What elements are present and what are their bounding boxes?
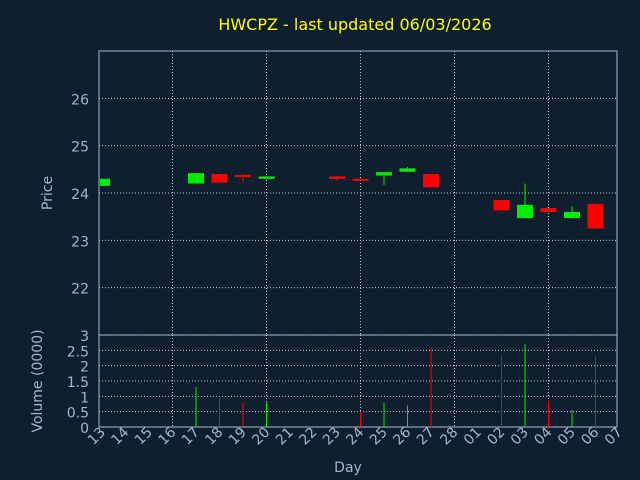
x-tick-label: 28 xyxy=(437,425,461,449)
candle xyxy=(564,206,580,219)
candle xyxy=(517,183,533,219)
x-tick-label: 04 xyxy=(531,424,555,448)
price-axis-label: Price xyxy=(40,176,56,210)
x-tick-label: 26 xyxy=(390,424,414,448)
x-tick-label: 14 xyxy=(108,424,132,448)
candle xyxy=(211,174,228,183)
volume-tick-labels: 00.511.522.53 xyxy=(67,329,89,437)
volume-tick-label: 0.5 xyxy=(67,406,89,422)
candle xyxy=(493,200,510,211)
candle-body xyxy=(517,204,533,219)
volume-tick-label: 3 xyxy=(80,329,89,345)
price-tick-labels: 22 23 24 25 26 xyxy=(71,92,89,297)
price-tick-label: 22 xyxy=(71,282,89,298)
candlestick-series xyxy=(100,166,604,229)
x-tick-label: 24 xyxy=(343,424,367,448)
candle-body xyxy=(100,178,110,186)
candle-body xyxy=(423,174,439,188)
chart-title: HWCPZ - last updated 06/03/2026 xyxy=(218,15,491,34)
candle-body xyxy=(188,173,204,184)
x-tick-label: 25 xyxy=(367,425,391,449)
volume-tick-label: 1 xyxy=(80,390,89,406)
candle xyxy=(423,174,439,188)
x-tick-label: 22 xyxy=(296,425,320,449)
volume-grid xyxy=(99,334,617,428)
x-tick-label: 15 xyxy=(132,425,156,449)
volume-tick-label: 0 xyxy=(80,421,89,437)
volume-tick-label: 1.5 xyxy=(67,375,89,391)
candle xyxy=(188,173,204,184)
x-tick-label: 05 xyxy=(555,425,579,449)
x-tick-labels: 13 14 15 16 17 18 19 20 21 22 23 24 25 26 27 28 01 02 03 04… xyxy=(85,424,626,448)
x-tick-label: 06 xyxy=(578,424,602,448)
x-tick-label: 18 xyxy=(202,425,226,449)
volume-tick-label: 2.5 xyxy=(67,344,89,360)
x-tick-label: 16 xyxy=(155,424,179,448)
volume-series xyxy=(195,344,596,427)
x-tick-label: 01 xyxy=(461,425,485,449)
candle xyxy=(376,172,392,185)
price-tick-label: 26 xyxy=(71,92,89,108)
x-tick-label: 27 xyxy=(414,425,438,449)
x-tick-label: 21 xyxy=(273,425,297,449)
x-tick-label: 23 xyxy=(320,425,344,449)
candle-body xyxy=(235,175,251,178)
candle xyxy=(352,178,369,181)
candle xyxy=(329,176,345,182)
x-tick-label: 19 xyxy=(226,425,250,449)
x-tick-label: 17 xyxy=(179,425,203,449)
volume-axis-label: Volume (0000) xyxy=(30,329,46,432)
price-tick-label: 25 xyxy=(71,140,89,156)
volume-tick-label: 2 xyxy=(80,360,89,376)
price-tick-label: 24 xyxy=(71,187,89,203)
candle-body xyxy=(587,203,604,229)
candle xyxy=(258,176,275,179)
x-tick-label: 07 xyxy=(602,425,626,449)
candle xyxy=(587,203,604,229)
candle xyxy=(540,208,557,212)
x-tick-label: 20 xyxy=(249,425,273,449)
candle-body xyxy=(329,176,345,179)
price-grid xyxy=(99,51,617,335)
candle xyxy=(100,178,110,186)
candle-body xyxy=(376,172,392,176)
candle-body xyxy=(493,200,510,211)
candle xyxy=(235,175,251,183)
candle-body xyxy=(258,176,275,179)
x-axis-label: Day xyxy=(334,460,362,476)
candle-body xyxy=(211,174,228,183)
price-tick-label: 23 xyxy=(71,234,89,250)
candle-body xyxy=(564,211,580,219)
candle-body xyxy=(399,168,416,172)
x-tick-label: 02 xyxy=(484,425,508,449)
candle-body xyxy=(352,178,369,181)
x-tick-label: 03 xyxy=(508,425,532,449)
candle-body xyxy=(540,208,557,212)
candle xyxy=(399,166,416,172)
